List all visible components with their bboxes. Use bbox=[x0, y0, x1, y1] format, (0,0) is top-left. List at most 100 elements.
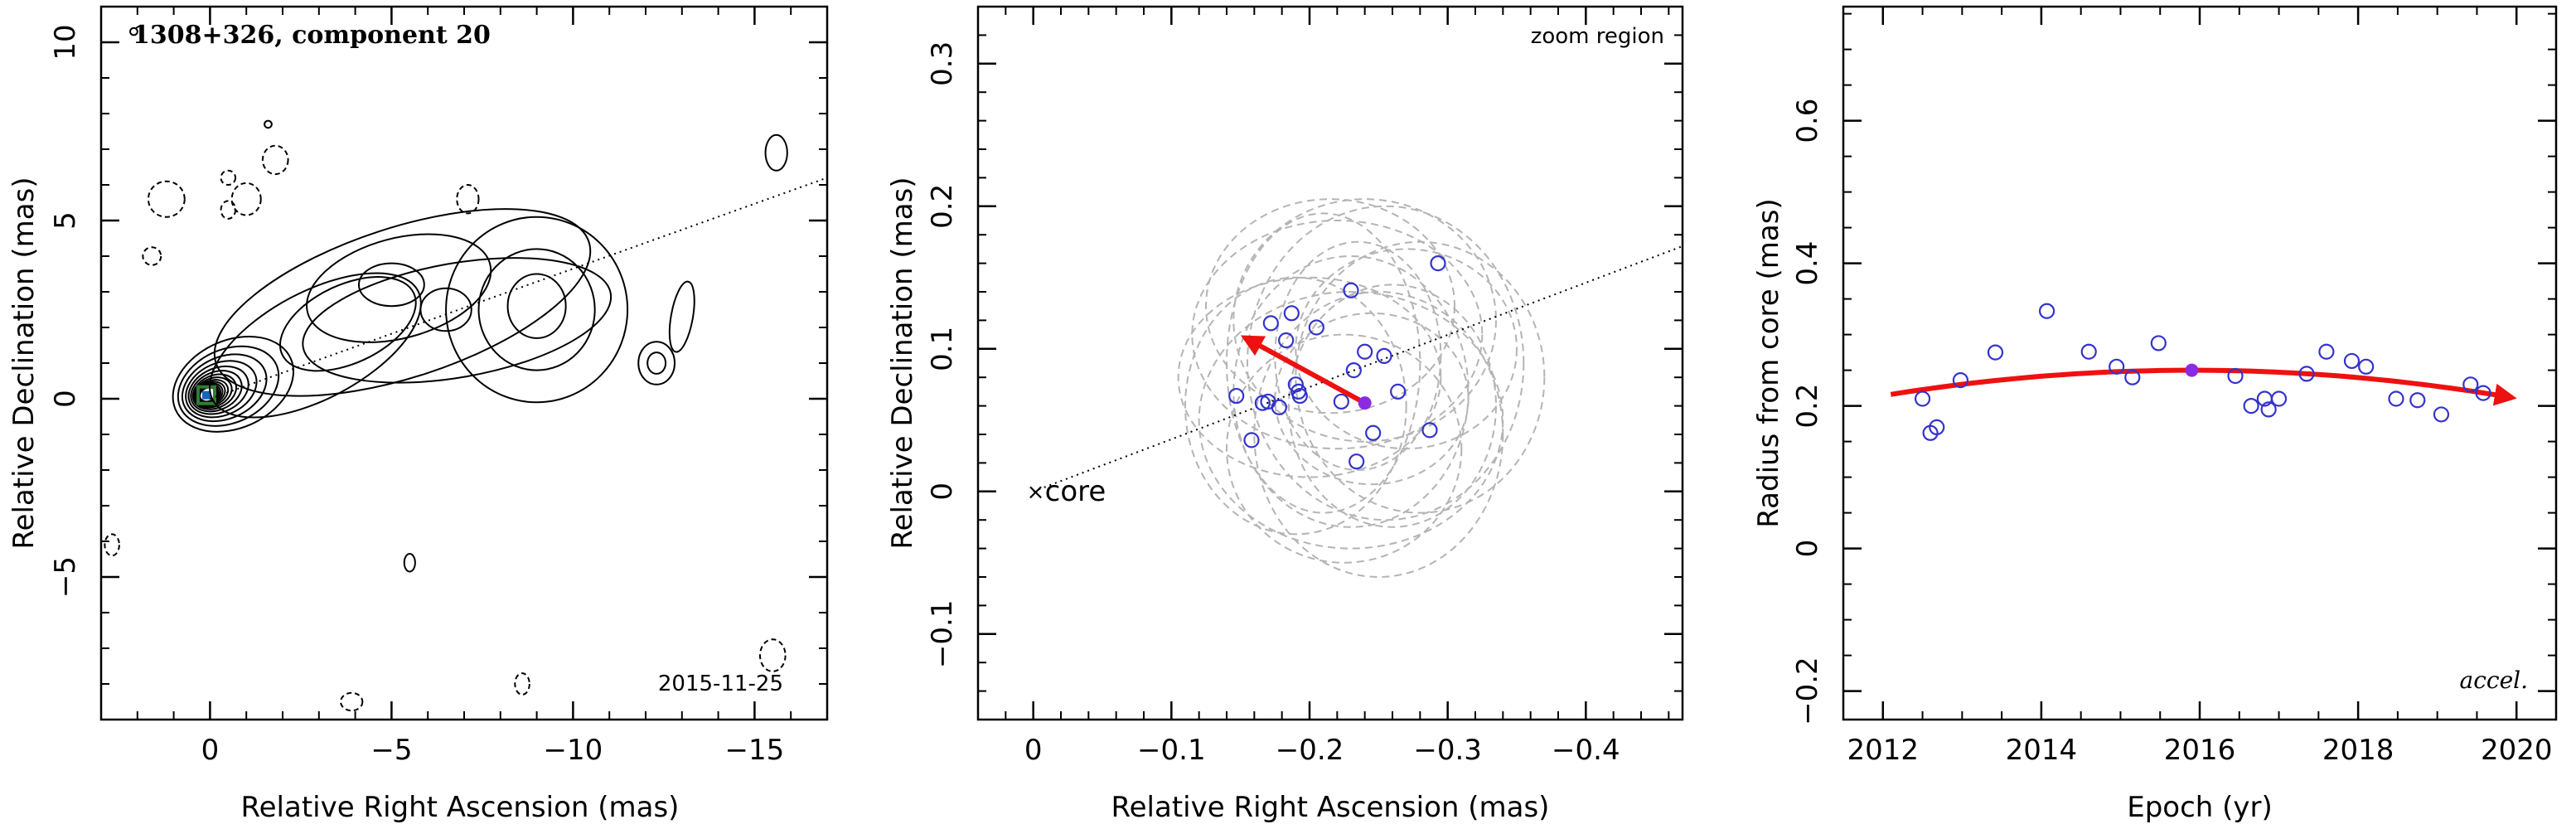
axis-ticks: 0 −5 −10 −15 −5 0 5 10 bbox=[49, 6, 828, 767]
y-tick-label: 0.6 bbox=[1791, 99, 1824, 143]
x-tick-label: 2016 bbox=[2164, 734, 2236, 767]
panel-source-map: 0 −5 −10 −15 −5 0 5 10 1308+326, component 20 2… bbox=[7, 5, 829, 824]
position-point bbox=[1271, 399, 1287, 415]
y-tick-label: 0 bbox=[49, 390, 82, 408]
panel-zoom-region: × core 0 −0.1 −0.2 −0.3 −0.4 −0.1 0 0.1 0.2 0.3 z… bbox=[886, 5, 1684, 824]
jet-contour bbox=[646, 351, 667, 375]
y-tick-label: −0.2 bbox=[1791, 657, 1824, 725]
y-axis-title: Relative Declination (mas) bbox=[886, 177, 919, 549]
x-tick-label: −0.2 bbox=[1276, 734, 1344, 767]
x-tick-label: 2014 bbox=[2006, 734, 2078, 767]
radius-point bbox=[2124, 369, 2141, 385]
y-tick-label: 0.3 bbox=[926, 41, 959, 86]
jet-contour bbox=[445, 216, 629, 404]
noise-contour bbox=[764, 133, 788, 172]
radius-point bbox=[2358, 358, 2375, 375]
axis-ticks: 2012 2014 2016 2018 2020 −0.2 0 0.2 0.4 0.6 bbox=[1791, 7, 2557, 767]
radius-point bbox=[2475, 385, 2491, 401]
position-point bbox=[1333, 393, 1349, 410]
position-point bbox=[1376, 347, 1392, 364]
core-label: core bbox=[1045, 475, 1106, 508]
radius-point bbox=[2298, 366, 2315, 382]
observation-date: 2015-11-25 bbox=[658, 671, 783, 696]
y-axis-title: Relative Declination (mas) bbox=[7, 177, 41, 549]
radius-point bbox=[2270, 390, 2288, 407]
position-point bbox=[1421, 422, 1438, 439]
core-contour bbox=[187, 365, 249, 415]
core-peak-marker bbox=[196, 385, 217, 405]
radius-point bbox=[2318, 343, 2335, 360]
radius-point bbox=[2227, 367, 2244, 385]
error-ellipse bbox=[1253, 291, 1504, 578]
jet-contour bbox=[278, 276, 417, 372]
plot-frame bbox=[1842, 5, 2558, 721]
map-overlays bbox=[210, 177, 828, 400]
noise-contour bbox=[264, 119, 273, 129]
jet-contour bbox=[477, 248, 596, 371]
accel-label: accel. bbox=[2460, 667, 2528, 694]
jet-contour bbox=[637, 341, 676, 385]
error-ellipse bbox=[1198, 291, 1504, 550]
error-ellipse bbox=[1191, 220, 1484, 450]
position-point bbox=[1343, 282, 1359, 298]
noise-contour bbox=[220, 169, 237, 186]
radius-point bbox=[1929, 419, 1945, 436]
x-tick-label: −0.4 bbox=[1552, 734, 1620, 767]
acceleration-fit-curve bbox=[1890, 367, 2517, 406]
position-point bbox=[1365, 424, 1382, 441]
noise-contour bbox=[230, 182, 262, 216]
radius-point bbox=[2388, 390, 2404, 407]
error-ellipse bbox=[1226, 333, 1463, 564]
jet-contour bbox=[209, 272, 422, 419]
jet-contour bbox=[357, 262, 425, 308]
noise-contour bbox=[261, 144, 289, 176]
jet-contour bbox=[506, 273, 567, 339]
x-tick-label: −0.3 bbox=[1413, 734, 1482, 767]
error-ellipse bbox=[1274, 312, 1470, 486]
radius-point bbox=[1952, 372, 1969, 389]
radius-point bbox=[2409, 392, 2426, 409]
y-tick-label: 10 bbox=[49, 24, 82, 60]
noise-contour bbox=[403, 553, 416, 573]
core-contour bbox=[190, 370, 243, 413]
position-point bbox=[1345, 362, 1362, 379]
error-ellipses bbox=[1177, 198, 1546, 578]
position-point bbox=[1262, 315, 1279, 332]
position-point bbox=[1243, 432, 1260, 448]
radius-point bbox=[2080, 343, 2097, 360]
radius-point bbox=[2433, 406, 2450, 423]
plot-frame bbox=[99, 5, 829, 721]
x-tick-label: −0.1 bbox=[1137, 734, 1206, 767]
radius-point bbox=[2038, 303, 2055, 319]
x-tick-label: 0 bbox=[201, 734, 220, 767]
map-title: 1308+326, component 20 bbox=[133, 21, 491, 50]
x-axis-title: Epoch (yr) bbox=[2127, 791, 2273, 824]
y-tick-label: 0 bbox=[926, 482, 959, 501]
jet-contour bbox=[668, 280, 695, 353]
core-contour bbox=[177, 345, 280, 427]
position-point bbox=[1287, 376, 1304, 393]
position-point bbox=[1291, 387, 1308, 405]
noise-contour bbox=[220, 200, 237, 220]
core-marker: × core bbox=[1027, 475, 1106, 508]
x-tick-label: 2020 bbox=[2481, 734, 2553, 767]
y-tick-label: −0.1 bbox=[926, 600, 959, 669]
plot-frame bbox=[976, 5, 1684, 721]
position-point bbox=[1228, 387, 1245, 405]
position-point bbox=[1390, 383, 1407, 400]
jet-contour bbox=[306, 233, 492, 343]
y-tick-label: 5 bbox=[49, 211, 82, 230]
error-ellipse bbox=[1295, 240, 1546, 514]
y-tick-label: 0.4 bbox=[1791, 241, 1824, 286]
noise-contour bbox=[129, 27, 138, 36]
x-tick-label: −10 bbox=[544, 734, 603, 767]
jet-contour bbox=[302, 257, 613, 384]
y-tick-label: 0 bbox=[1791, 540, 1824, 558]
x-axis-title: Relative Right Ascension (mas) bbox=[1111, 791, 1550, 824]
x-tick-label: −5 bbox=[370, 734, 412, 767]
y-tick-label: 0.1 bbox=[926, 327, 959, 371]
noise-contour bbox=[758, 638, 787, 672]
position-point bbox=[1308, 319, 1324, 336]
error-ellipse bbox=[1177, 276, 1442, 478]
